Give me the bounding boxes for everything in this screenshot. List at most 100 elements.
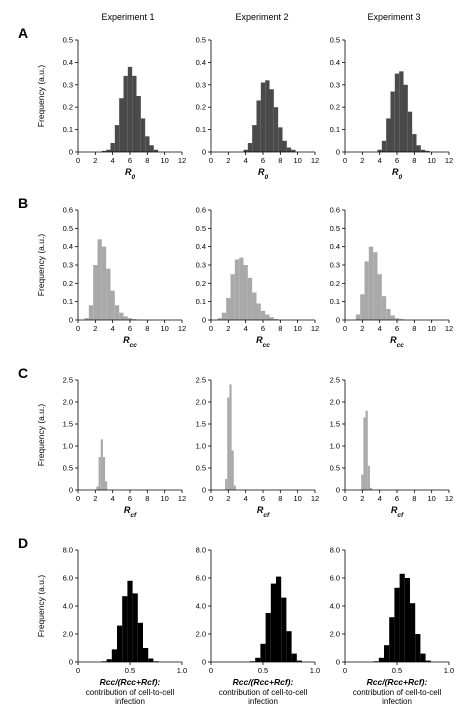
y-tick-label: 0.1 xyxy=(330,297,340,306)
histogram-bar xyxy=(230,274,235,320)
y-tick-label: 6.0 xyxy=(63,574,73,583)
histogram-bar xyxy=(360,294,365,320)
histogram-bar xyxy=(231,450,234,490)
histogram-bar xyxy=(221,312,227,320)
histogram-bar xyxy=(296,660,302,662)
x-tick-label: 10 xyxy=(427,494,435,503)
y-tick-label: 0 xyxy=(202,148,206,157)
x-tick-label: 10 xyxy=(293,494,301,503)
y-tick-label: 0.6 xyxy=(330,206,340,215)
histogram-bar xyxy=(403,84,408,152)
panel-B-exp3: 0 2 4 6 8 10 12 0 0.1 0.2 0.3 0.4 0.5 0.6 Rcc xyxy=(330,206,454,349)
y-axis-label: Frequency (a.u.) xyxy=(36,65,46,128)
histogram-bar xyxy=(106,659,112,662)
y-tick-label: 0.4 xyxy=(63,242,73,251)
y-tick-label: 0.1 xyxy=(196,125,206,134)
x-tick-label: 6 xyxy=(261,156,265,165)
x-tick-label: 2 xyxy=(226,156,230,165)
y-tick-label: 0.5 xyxy=(330,224,340,233)
x-tick-label: 2 xyxy=(226,324,230,333)
y-tick-label: 6.0 xyxy=(330,574,340,583)
histogram-bar xyxy=(364,261,369,320)
histogram-bar xyxy=(381,296,387,320)
x-tick-label: 8 xyxy=(145,324,149,333)
histogram-bar xyxy=(229,384,232,490)
x-axis-label-line2: contribution of cell-to-cell xyxy=(219,688,308,697)
y-tick-label: 0.5 xyxy=(330,36,340,45)
histogram-bar xyxy=(101,246,107,320)
y-axis-label: Frequency (a.u.) xyxy=(36,234,46,297)
histogram-bar xyxy=(100,439,103,490)
histogram-bar xyxy=(227,397,230,490)
histogram-bar xyxy=(123,75,128,152)
histogram-bar xyxy=(226,298,231,320)
histogram-bar xyxy=(373,252,378,320)
x-tick-label: 0.5 xyxy=(392,666,402,675)
panel-D-exp1: 0 0.5 1.0 0 2.0 4.0 6.0 8.0 Frequency (a.u.) Rcc/… xyxy=(36,546,187,707)
histogram-bar xyxy=(119,98,124,152)
x-tick-label: 4 xyxy=(111,324,115,333)
x-tick-label: 12 xyxy=(311,324,319,333)
x-tick-label: 12 xyxy=(311,156,319,165)
x-tick-label: 2 xyxy=(93,494,97,503)
histogram-bar xyxy=(243,265,248,320)
x-tick-label: 4 xyxy=(378,156,382,165)
histogram-bar xyxy=(114,305,120,320)
histogram-bar xyxy=(225,479,228,490)
y-tick-label: 0.1 xyxy=(196,297,206,306)
column-title-1: Experiment 1 xyxy=(101,12,154,22)
panel-B-exp2: 0 2 4 6 8 10 12 0 0.1 0.2 0.3 0.4 0.5 0.6 Rcc xyxy=(196,206,320,349)
x-tick-label: 6 xyxy=(128,156,132,165)
x-tick-label: 0 xyxy=(209,156,213,165)
x-axis-label: Rcc/(Rcc+Rcf): xyxy=(233,677,294,687)
x-tick-label: 0 xyxy=(209,666,213,675)
histogram-bar xyxy=(265,80,270,152)
x-axis-label: R0 xyxy=(125,167,136,181)
panels-group: A 0 2 4 6 8 10 12 0 0.1 0.2 0.3 0.4 0.5 Frequency (a.u… xyxy=(18,25,454,706)
x-tick-label: 2 xyxy=(226,494,230,503)
x-tick-label: 6 xyxy=(128,494,132,503)
x-tick-label: 2 xyxy=(360,494,364,503)
y-tick-label: 0.5 xyxy=(63,464,73,473)
histogram-bar xyxy=(394,587,400,662)
y-tick-label: 0.5 xyxy=(196,224,206,233)
histogram-bar xyxy=(234,259,240,320)
panel-C-exp2: 0 2 4 6 8 10 12 0 0.5 1.0 1.5 2.0 2.5 Rcf xyxy=(196,376,320,519)
histogram-bar xyxy=(291,149,296,152)
x-tick-label: 0 xyxy=(76,324,80,333)
y-tick-label: 8.0 xyxy=(196,546,206,555)
x-tick-label: 12 xyxy=(311,494,319,503)
histogram-bar xyxy=(122,596,128,662)
x-tick-label: 8 xyxy=(145,156,149,165)
x-axis-label-line3: infection xyxy=(115,697,145,706)
y-tick-label: 2.0 xyxy=(196,630,206,639)
histogram-bar xyxy=(410,603,416,662)
x-tick-label: 2 xyxy=(93,324,97,333)
y-tick-label: 0.2 xyxy=(63,103,73,112)
panel-label-C: C xyxy=(18,365,28,381)
y-tick-label: 4.0 xyxy=(63,602,73,611)
histogram-bar xyxy=(269,89,274,152)
x-axis-label-line2: contribution of cell-to-cell xyxy=(86,688,175,697)
histogram-bar xyxy=(399,71,404,152)
x-tick-label: 0 xyxy=(343,156,347,165)
x-tick-label: 2 xyxy=(360,156,364,165)
y-tick-label: 2.0 xyxy=(63,398,73,407)
x-axis-label: Rcc xyxy=(123,335,137,349)
histogram-bar xyxy=(148,658,154,662)
y-tick-label: 0 xyxy=(336,658,340,667)
x-tick-label: 0.5 xyxy=(125,666,135,675)
histogram-bar xyxy=(127,66,133,152)
x-axis-label: Rcc/(Rcc+Rcf): xyxy=(100,677,161,687)
histogram-bar xyxy=(381,140,387,152)
x-axis-label-line3: infection xyxy=(248,697,278,706)
histogram-bar xyxy=(273,319,279,320)
histogram-bar xyxy=(260,310,266,320)
y-tick-label: 0.6 xyxy=(63,206,73,215)
y-tick-label: 0.5 xyxy=(196,36,206,45)
x-tick-label: 10 xyxy=(160,156,168,165)
histogram-bar xyxy=(420,653,426,662)
histogram-bar xyxy=(106,268,111,320)
y-tick-label: 0.3 xyxy=(196,261,206,270)
y-tick-label: 0 xyxy=(202,486,206,495)
